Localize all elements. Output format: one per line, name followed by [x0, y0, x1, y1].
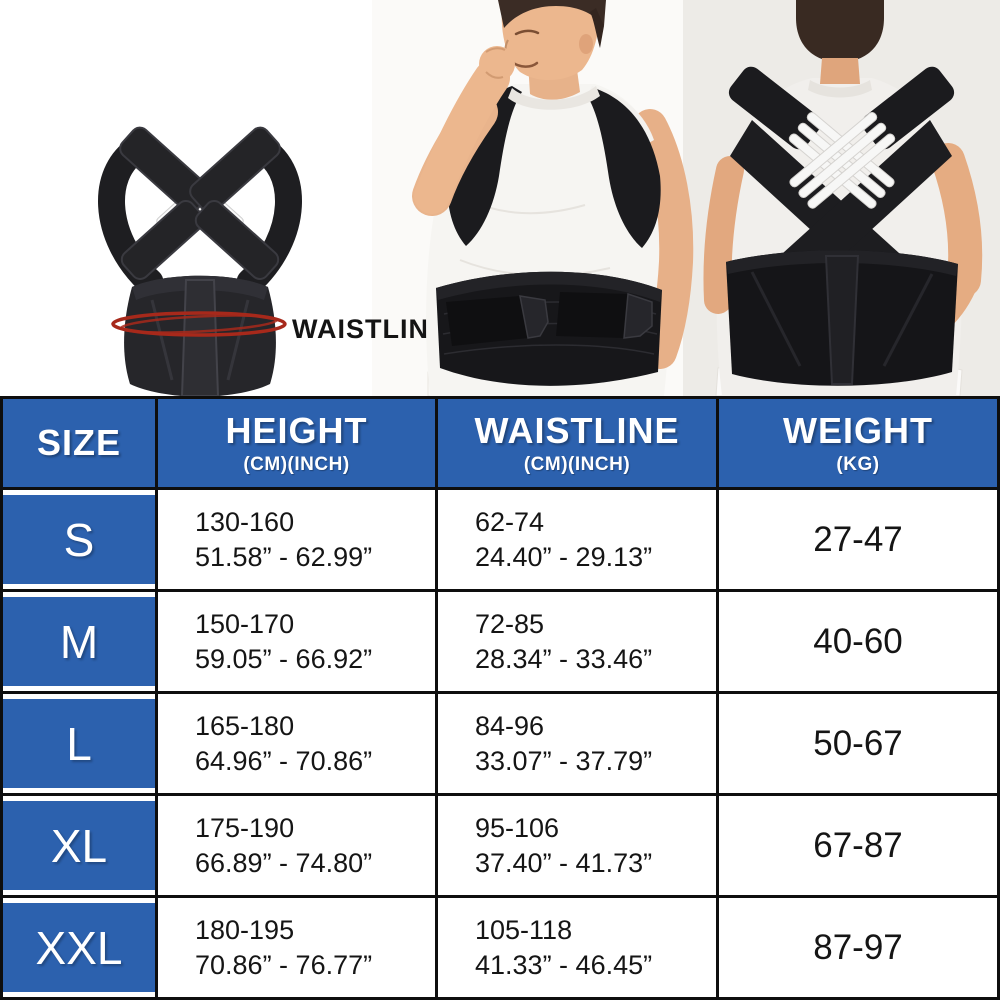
- front-model-fist: [479, 46, 515, 82]
- weight-cell: 67-87: [719, 796, 997, 895]
- height-cm: 165-180: [195, 710, 295, 741]
- fist-thumb-line: [485, 71, 504, 79]
- product-brace-illustration: [98, 126, 302, 396]
- belt-velcro-tab-right: [623, 292, 653, 339]
- header-weight: WEIGHT (KG): [719, 399, 997, 487]
- waistline-cell: 84-96 33.07” - 37.79”: [438, 694, 716, 793]
- front-model-face: [501, 4, 600, 81]
- height-cell: 175-190 66.89” - 74.80”: [158, 796, 435, 895]
- weight-cell: 27-47: [719, 490, 997, 589]
- height-cm: 150-170: [195, 608, 295, 639]
- model-back-photo: [703, 0, 983, 396]
- height-cm: 180-195: [195, 914, 295, 945]
- header-size: SIZE: [3, 399, 155, 487]
- back-model-left-arm: [703, 156, 744, 314]
- height-inch: 59.05” - 66.92”: [195, 643, 373, 674]
- front-model-hair-side: [590, 8, 604, 48]
- waistline-cell: 105-118 41.33” - 46.45”: [438, 898, 716, 997]
- size-cell: XXL: [3, 898, 155, 997]
- waist-inch: 28.34” - 33.46”: [475, 643, 653, 674]
- waist-cm: 84-96: [475, 710, 545, 741]
- brace-waistband-center-panel: [180, 279, 220, 396]
- weight-cell: 50-67: [719, 694, 997, 793]
- waist-inch: 33.07” - 37.79”: [475, 745, 653, 776]
- front-model-hair: [498, 0, 606, 28]
- hero-section: WAISTLINE: [0, 0, 1000, 396]
- height-cell: 150-170 59.05” - 66.92”: [158, 592, 435, 691]
- back-model-collar: [808, 80, 872, 98]
- front-model-left-arm: [633, 109, 694, 369]
- height-cm: 175-190: [195, 812, 295, 843]
- waist-inch: 37.40” - 41.73”: [475, 847, 653, 878]
- waistline-cell: 72-85 28.34” - 33.46”: [438, 592, 716, 691]
- size-cell: M: [3, 592, 155, 691]
- waist-cm: 105-118: [475, 914, 573, 945]
- weight-cell: 87-97: [719, 898, 997, 997]
- waist-inch: 24.40” - 29.13”: [475, 541, 653, 572]
- fist-finger-line: [485, 47, 506, 53]
- height-cm: 130-160: [195, 506, 295, 537]
- height-inch: 64.96” - 70.86”: [195, 745, 373, 776]
- front-model-ear: [579, 34, 593, 54]
- height-cell: 180-195 70.86” - 76.77”: [158, 898, 435, 997]
- back-model-right-upper-arm: [931, 143, 983, 297]
- weight-cell: 40-60: [719, 592, 997, 691]
- size-cell: S: [3, 490, 155, 589]
- header-height: HEIGHT (CM)(INCH): [158, 399, 435, 487]
- back-brace-elastic-lattice: [788, 111, 896, 209]
- header-waistline-units: (CM)(INCH): [523, 454, 631, 475]
- header-weight-title: WEIGHT: [783, 410, 933, 451]
- back-model-neck: [820, 58, 860, 84]
- front-model-collar: [508, 86, 600, 110]
- waistline-cell: 62-74 24.40” - 29.13”: [438, 490, 716, 589]
- waistline-callout-ellipse: [111, 311, 287, 337]
- size-cell: XL: [3, 796, 155, 895]
- header-waistline-title: WAISTLINE: [474, 410, 680, 451]
- back-brace-waist-band: [726, 250, 958, 386]
- waist-inch: 41.33” - 46.45”: [475, 949, 653, 980]
- waist-cm: 95-106: [475, 812, 560, 843]
- header-waistline: WAISTLINE (CM)(INCH): [438, 399, 716, 487]
- header-size-title: SIZE: [36, 422, 121, 463]
- waist-cm: 62-74: [475, 506, 545, 537]
- height-cell: 130-160 51.58” - 62.99”: [158, 490, 435, 589]
- header-weight-units: (KG): [836, 454, 880, 475]
- front-brace-waist-belt: [436, 271, 662, 386]
- header-height-title: HEIGHT: [225, 410, 368, 451]
- size-chart-table: SIZE HEIGHT (CM)(INCH) WAISTLINE (CM)(IN…: [0, 396, 1000, 1000]
- front-model-forearm: [414, 60, 510, 214]
- height-inch: 66.89” - 74.80”: [195, 847, 373, 878]
- brace-strap-pads: [119, 126, 281, 280]
- height-inch: 70.86” - 76.77”: [195, 949, 373, 980]
- waistline-label: WAISTLINE: [292, 314, 448, 344]
- height-cell: 165-180 64.96” - 70.86”: [158, 694, 435, 793]
- header-height-units: (CM)(INCH): [243, 454, 350, 475]
- model-front-photo: [412, 0, 694, 396]
- size-cell: L: [3, 694, 155, 793]
- waistline-cell: 95-106 37.40” - 41.73”: [438, 796, 716, 895]
- front-model-eye: [514, 29, 540, 36]
- height-inch: 51.58” - 62.99”: [195, 541, 373, 572]
- belt-velcro-tab-left: [519, 295, 549, 339]
- waist-cm: 72-85: [475, 608, 545, 639]
- back-model-hair: [796, 0, 884, 62]
